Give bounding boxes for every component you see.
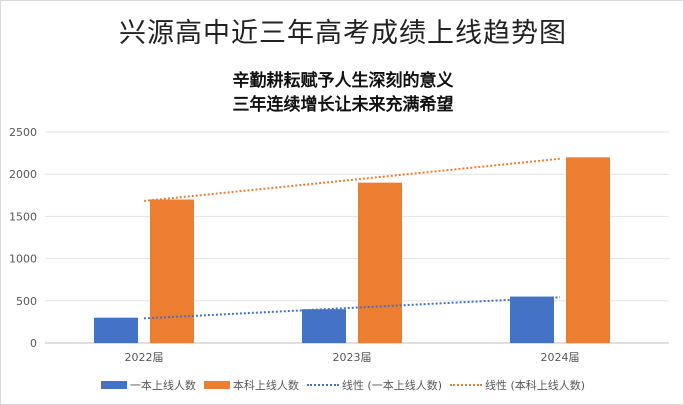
legend-item-trend-yiben[interactable]: 线性 (一本上线人数) <box>306 377 442 393</box>
bar-benke <box>566 157 610 343</box>
y-tick-label: 0 <box>30 337 37 350</box>
legend-line <box>450 384 482 386</box>
y-tick-label: 1000 <box>9 253 37 266</box>
bar-yiben <box>302 309 346 343</box>
trendline-benke <box>143 157 561 202</box>
chart-title: 兴源高中近三年高考成绩上线趋势图 <box>119 18 567 49</box>
legend-item-benke[interactable]: 本科上线人数 <box>203 377 299 393</box>
y-tick-label: 2500 <box>9 126 37 139</box>
legend-swatch <box>203 381 230 389</box>
y-tick-label: 1500 <box>9 210 37 223</box>
bar-yiben <box>94 317 138 343</box>
chart-subtitle-1: 辛勤耕耘赋予人生深刻的意义 <box>232 71 454 91</box>
x-tick-label: 2024届 <box>541 351 580 364</box>
legend-label: 一本上线人数 <box>129 379 196 392</box>
legend: 一本上线人数 本科上线人数 线性 (一本上线人数) 线性 (本科上线人数) <box>1 377 683 393</box>
legend-item-yiben[interactable]: 一本上线人数 <box>100 377 196 393</box>
x-tick-label: 2023届 <box>333 351 372 364</box>
legend-label: 线性 (一本上线人数) <box>341 379 442 392</box>
bar-benke <box>150 199 194 343</box>
y-tick-label: 2000 <box>9 168 37 181</box>
legend-item-trend-benke[interactable]: 线性 (本科上线人数) <box>450 377 585 393</box>
bar-benke <box>358 182 402 343</box>
chart-subtitle-2: 三年连续增长让未来充满希望 <box>232 95 454 115</box>
trendline-yiben <box>143 296 561 320</box>
x-tick-label: 2022届 <box>125 351 164 364</box>
bar-yiben <box>510 296 554 343</box>
legend-line <box>306 384 339 386</box>
legend-label: 线性 (本科上线人数) <box>485 379 586 392</box>
legend-swatch <box>100 381 127 389</box>
legend-label: 本科上线人数 <box>232 379 299 392</box>
y-tick-label: 500 <box>16 295 37 308</box>
